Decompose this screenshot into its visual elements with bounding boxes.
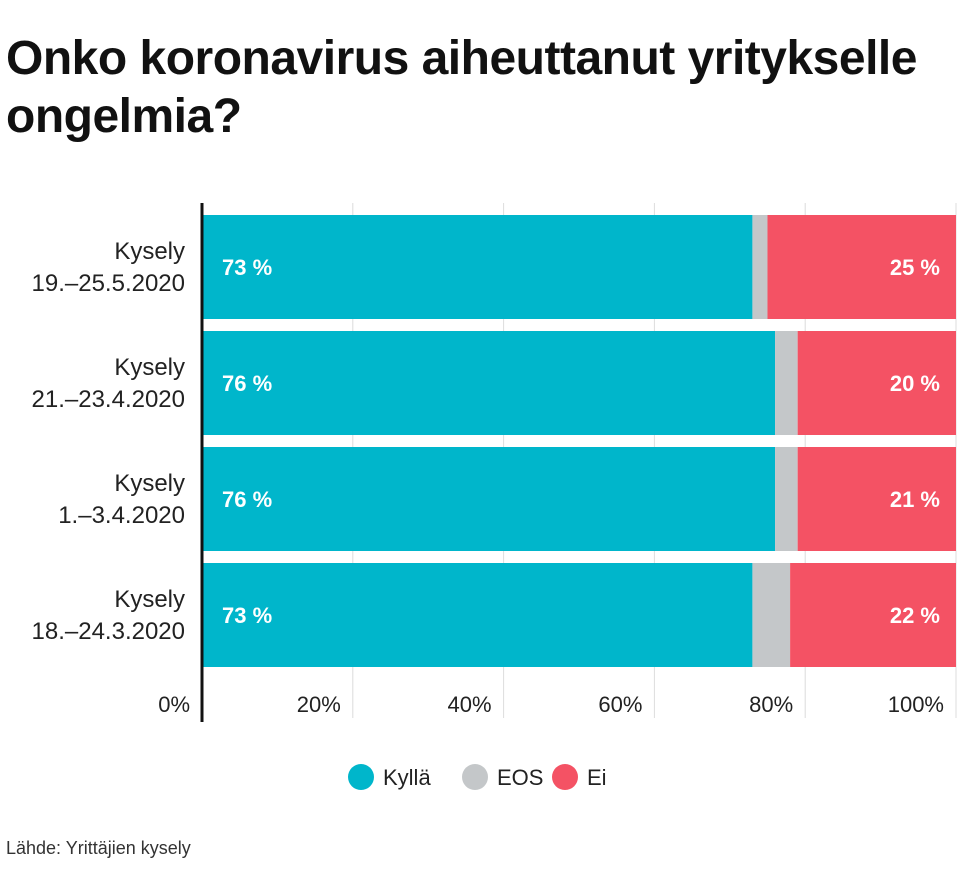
category-label: Kysely — [114, 238, 185, 265]
category-label: 18.–24.3.2020 — [32, 618, 185, 645]
data-label-ei: 20 % — [890, 371, 940, 396]
bar-segment-ei — [797, 447, 956, 551]
tick-label: 20% — [297, 692, 341, 717]
data-label-ei: 22 % — [890, 603, 940, 628]
bar-segment-ei — [797, 331, 956, 435]
legend: Kyllä EOS Ei — [348, 764, 607, 790]
tick-label: 80% — [749, 692, 793, 717]
category-label: Kysely — [114, 470, 185, 497]
chart-title: Onko koronavirus aiheuttanut yritykselle… — [6, 32, 917, 143]
legend-swatch-ei — [552, 764, 578, 790]
bars — [202, 215, 956, 667]
data-labels: 73 % 25 % 76 % 20 % 76 % 21 % 73 % 22 % — [222, 255, 940, 628]
data-label-kyllä: 73 % — [222, 255, 272, 280]
data-label-kyllä: 73 % — [222, 603, 272, 628]
source-note: Lähde: Yrittäjien kysely — [6, 838, 191, 858]
tick-label: 60% — [598, 692, 642, 717]
tick-label: 40% — [448, 692, 492, 717]
legend-label: EOS — [497, 765, 543, 790]
legend-swatch-eos — [462, 764, 488, 790]
legend-label: Kyllä — [383, 765, 431, 790]
bar-segment-eos — [752, 215, 768, 319]
bar-segment-ei — [790, 563, 956, 667]
bar-segment-kyllä — [202, 331, 776, 435]
bar-segment-ei — [767, 215, 956, 319]
category-label: 1.–3.4.2020 — [58, 502, 185, 529]
category-labels: Kysely 19.–25.5.2020 Kysely 21.–23.4.2020 Ky… — [32, 238, 185, 645]
tick-label: 0% — [158, 692, 190, 717]
bar-segment-eos — [752, 563, 791, 667]
tick-label: 100% — [888, 692, 944, 717]
data-label-ei: 25 % — [890, 255, 940, 280]
bar-segment-eos — [775, 447, 798, 551]
category-label: Kysely — [114, 354, 185, 381]
category-label: Kysely — [114, 586, 185, 613]
data-label-kyllä: 76 % — [222, 371, 272, 396]
tick-labels: 0% 20% 40% 60% 80% 100% — [158, 692, 944, 717]
category-label: 21.–23.4.2020 — [32, 386, 185, 413]
bar-segment-kyllä — [202, 215, 753, 319]
bar-segment-kyllä — [202, 447, 776, 551]
legend-label: Ei — [587, 765, 607, 790]
bar-segment-eos — [775, 331, 798, 435]
data-label-ei: 21 % — [890, 487, 940, 512]
data-label-kyllä: 76 % — [222, 487, 272, 512]
category-label: 19.–25.5.2020 — [32, 270, 185, 297]
legend-swatch-kyllä — [348, 764, 374, 790]
bar-segment-kyllä — [202, 563, 753, 667]
